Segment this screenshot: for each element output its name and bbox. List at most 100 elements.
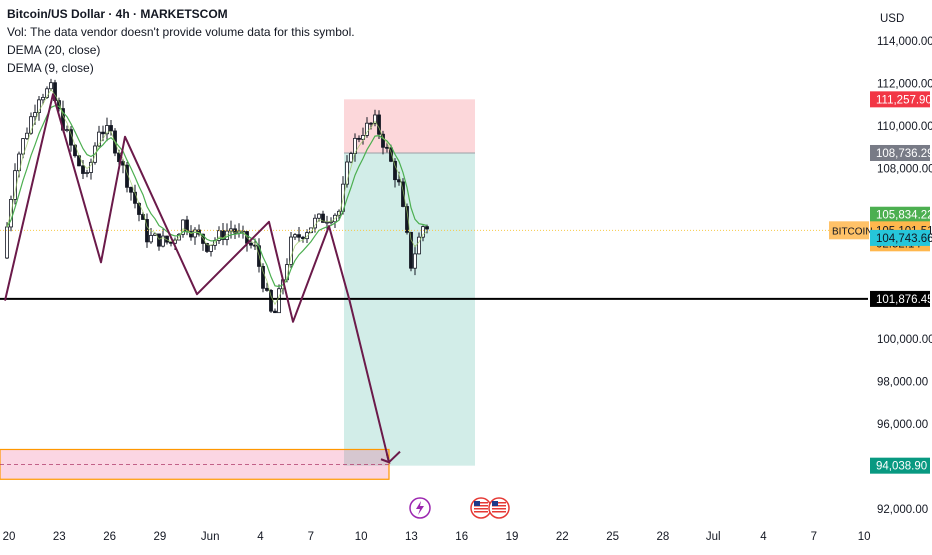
candle-body[interactable] (205, 243, 209, 252)
candle-body[interactable] (49, 82, 53, 90)
candle-body[interactable] (105, 125, 109, 135)
projection-zigzag[interactable] (4, 93, 401, 464)
dema-fast-tag-bg (870, 206, 930, 223)
candle-body[interactable] (157, 233, 161, 247)
target-price-tag[interactable]: 94,038.90 (876, 461, 927, 473)
entry-price-tag-bg (870, 144, 930, 161)
candle-body[interactable] (385, 146, 389, 149)
candle-body[interactable] (81, 165, 85, 174)
symbol-tag[interactable]: BITCOIN (832, 226, 873, 237)
candle-body[interactable] (25, 132, 29, 140)
candle-body[interactable] (129, 186, 133, 193)
candle-body[interactable] (5, 226, 9, 259)
candle-body[interactable] (409, 231, 413, 269)
candle-body[interactable] (17, 153, 21, 172)
candle-body[interactable] (21, 138, 25, 155)
candle-body[interactable] (97, 131, 101, 147)
candle-body[interactable] (189, 231, 193, 238)
candle-body[interactable] (181, 219, 185, 235)
dema-fast-tag[interactable]: 105,834.22 (876, 210, 932, 222)
candle-body[interactable] (89, 161, 93, 173)
candle-body[interactable] (321, 213, 325, 223)
support-price-tag[interactable]: 101,876.45 (876, 294, 932, 306)
currency-label[interactable]: USD (880, 13, 904, 25)
candle-body[interactable] (373, 114, 377, 124)
candle-body[interactable] (301, 236, 305, 240)
candle-body[interactable] (297, 234, 301, 238)
flag-stripe (474, 508, 488, 510)
entry-price-tag[interactable]: 108,736.29 (876, 148, 932, 160)
candle-body[interactable] (161, 235, 165, 247)
stop-loss-zone[interactable] (344, 99, 475, 153)
candle-body[interactable] (37, 99, 41, 113)
stop-price-tag[interactable]: 111,257.90 (876, 94, 932, 106)
candle-body[interactable] (265, 287, 269, 291)
candle-body[interactable] (29, 116, 33, 134)
us-flag-event-icon[interactable] (470, 497, 492, 519)
lightning-event-icon[interactable] (409, 497, 431, 519)
candle-body[interactable] (389, 147, 393, 162)
candle-body[interactable] (101, 131, 105, 135)
candle-body[interactable] (381, 133, 385, 148)
time-tick-label: 16 (455, 531, 468, 543)
volume-note: Vol: The data vendor doesn't provide vol… (7, 25, 355, 39)
candle-body[interactable] (253, 244, 257, 247)
candle-body[interactable] (261, 266, 265, 289)
candle-body[interactable] (193, 229, 197, 238)
lightning-glyph (416, 501, 424, 515)
time-tick-label: 23 (53, 531, 66, 543)
candle-body[interactable] (149, 235, 153, 243)
take-profit-zone[interactable] (344, 152, 475, 466)
candle-body[interactable] (277, 288, 281, 314)
candle-body[interactable] (33, 112, 37, 118)
flag-stripe (474, 511, 488, 513)
us-flag-event-icon[interactable] (488, 497, 510, 519)
symbol-title: Bitcoin/US Dollar · 4h · MARKETSCOM (7, 7, 228, 21)
candle-body[interactable] (357, 137, 361, 140)
candle-body[interactable] (169, 241, 173, 244)
candle-body[interactable] (413, 253, 417, 269)
candle-body[interactable] (421, 226, 425, 238)
dema-slow-tag[interactable]: 104,743.66 (876, 233, 932, 245)
price-tick-label: 96,000.00 (877, 419, 928, 431)
time-tick-label: 7 (811, 531, 817, 543)
flag-canton (474, 501, 480, 506)
time-tick-label: Jun (201, 531, 220, 543)
candle-body[interactable] (365, 122, 369, 136)
candle-body[interactable] (293, 234, 297, 238)
candle-body[interactable] (65, 129, 69, 131)
candle-body[interactable] (397, 179, 401, 183)
price-tick-label: 100,000.00 (877, 334, 932, 346)
candle-body[interactable] (289, 236, 293, 265)
candle-body[interactable] (317, 213, 321, 219)
candle-body[interactable] (273, 310, 277, 314)
price-tick-label: 114,000.00 (877, 36, 932, 48)
candle-body[interactable] (269, 290, 273, 312)
candle-body[interactable] (369, 122, 373, 125)
candle-body[interactable] (349, 153, 353, 163)
candle-body[interactable] (401, 181, 405, 207)
candle-body[interactable] (325, 221, 329, 224)
candle-body[interactable] (109, 125, 113, 132)
dema9-legend[interactable]: DEMA (9, close) (7, 61, 94, 75)
candle-body[interactable] (209, 244, 213, 252)
candle-body[interactable] (425, 226, 429, 230)
dema-slow-tag-bg (870, 229, 930, 246)
candle-body[interactable] (345, 161, 349, 185)
flag-stripe (492, 505, 506, 507)
candle-body[interactable] (85, 172, 89, 174)
target-price-tag-bg (870, 457, 930, 474)
candle-body[interactable] (41, 96, 45, 101)
candle-body[interactable] (233, 228, 237, 234)
price-tick-label: 110,000.00 (877, 121, 932, 133)
dema20-legend[interactable]: DEMA (20, close) (7, 43, 101, 57)
candle-body[interactable] (417, 236, 421, 255)
candle-body[interactable] (377, 114, 381, 135)
candle-body[interactable] (249, 242, 253, 246)
candle-body[interactable] (57, 100, 61, 109)
dema-9-line[interactable] (6, 88, 428, 306)
candle-body[interactable] (393, 160, 397, 181)
candle-body[interactable] (305, 232, 309, 240)
